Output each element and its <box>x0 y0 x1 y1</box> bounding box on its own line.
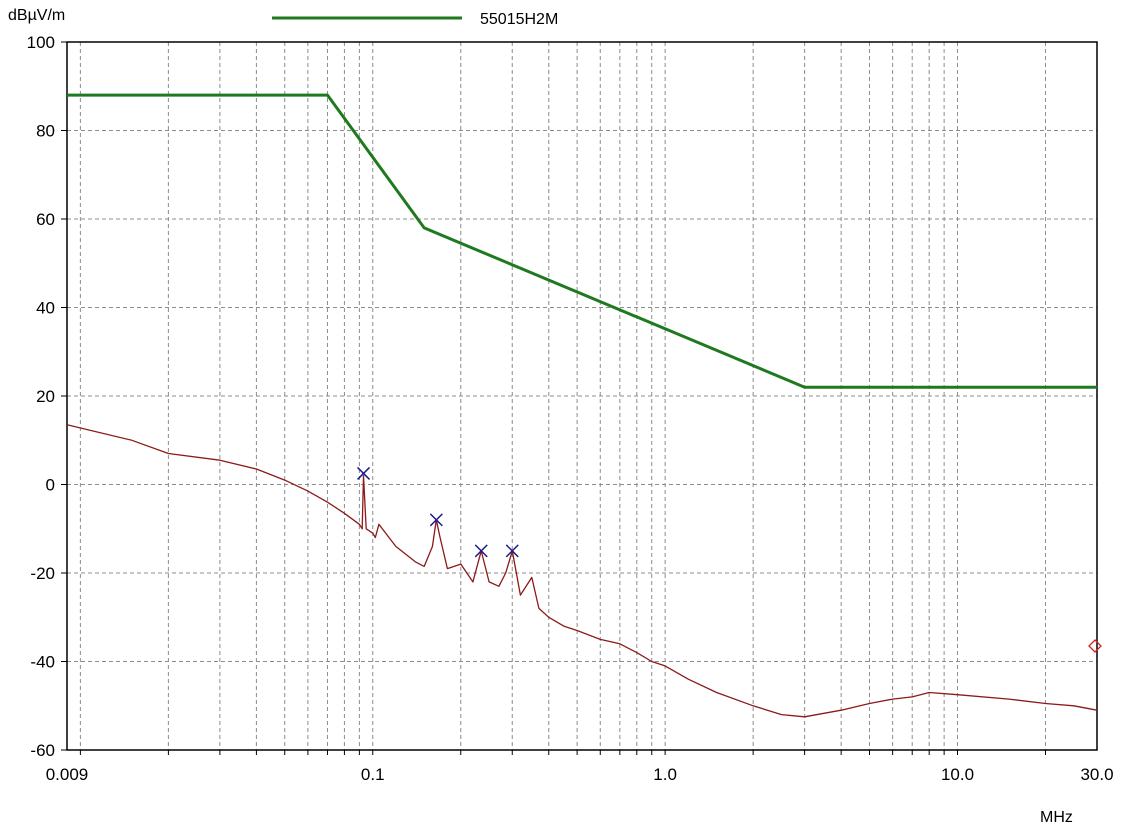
x-tick-label: 1.0 <box>653 765 677 784</box>
x-tick-label: 0.1 <box>361 765 385 784</box>
y-tick-label: 80 <box>36 122 55 141</box>
x-tick-label: 0.009 <box>46 765 89 784</box>
y-tick-label: -60 <box>30 741 55 760</box>
measurement-trace <box>66 424 1098 718</box>
y-axis-unit-label: dBµV/m <box>8 7 65 24</box>
x-tick-label: 10.0 <box>941 765 974 784</box>
y-tick-label: 40 <box>36 299 55 318</box>
grid <box>67 42 1097 750</box>
y-tick-label: 100 <box>27 33 55 52</box>
legend-label-limit: 55015H2M <box>480 11 558 28</box>
y-tick-label: -40 <box>30 653 55 672</box>
peak-marker <box>429 513 443 527</box>
series-layer <box>66 93 1098 718</box>
peak-marker <box>505 544 519 558</box>
limit-line-55015H2M <box>67 93 1097 389</box>
peak-marker <box>474 544 488 558</box>
axis-ticks: -60 -40 -20 0 20 40 60 80 100 0.009 0.1 1.0 10.0 30.0 <box>27 33 1114 784</box>
x-axis-unit-label: MHz <box>1040 809 1073 826</box>
y-tick-label: 0 <box>46 476 55 495</box>
peak-marker <box>357 466 371 480</box>
y-tick-label: -20 <box>30 564 55 583</box>
end-diamond-marker <box>1088 639 1102 653</box>
marker-layer <box>357 466 1102 653</box>
y-tick-label: 20 <box>36 387 55 406</box>
y-tick-label: 60 <box>36 210 55 229</box>
x-tick-label: 30.0 <box>1080 765 1113 784</box>
legend: 55015H2M <box>272 11 558 28</box>
